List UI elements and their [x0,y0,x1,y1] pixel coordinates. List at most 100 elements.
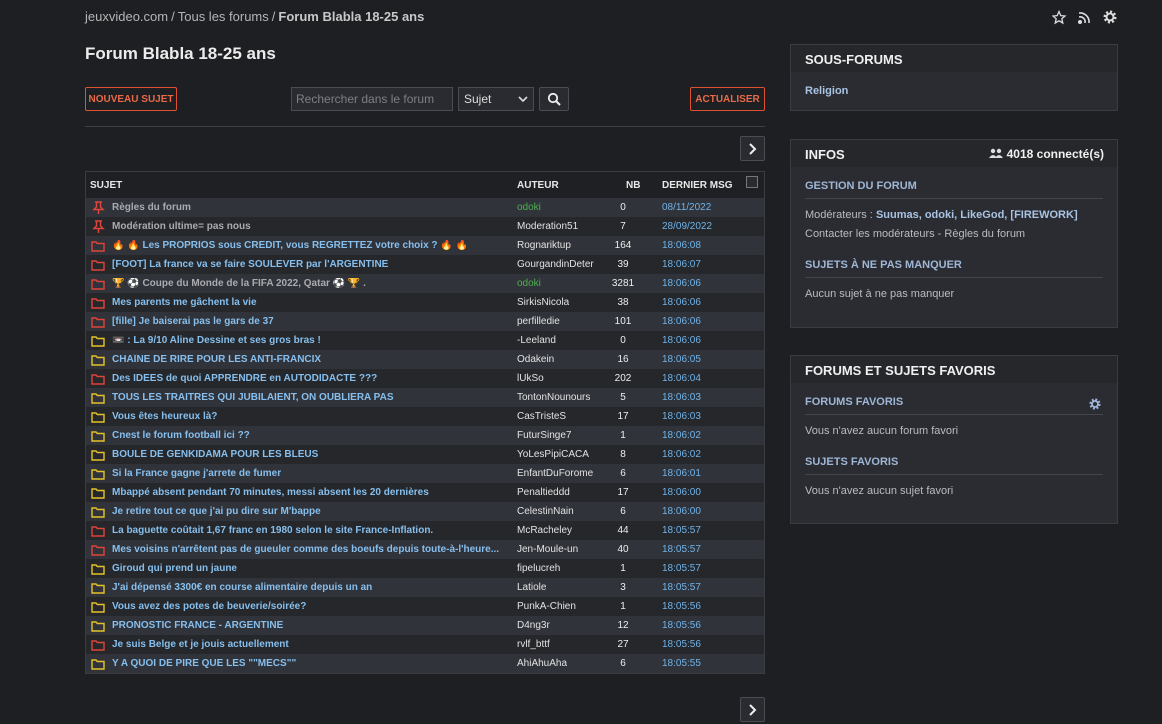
topic-author[interactable]: Penaltieddd [517,487,570,498]
topic-last[interactable]: 18:06:02 [662,449,701,460]
topic-subject[interactable]: Mes parents me gâchent la vie [112,297,257,308]
topic-last[interactable]: 18:05:56 [662,639,701,650]
topic-author[interactable]: Rognariktup [517,240,571,251]
topic-author[interactable]: lUkSo [517,373,544,384]
topic-subject[interactable]: [FOOT] La france va se faire SOULEVER pa… [112,259,389,270]
topic-last[interactable]: 18:06:00 [662,487,701,498]
topic-author[interactable]: -Leeland [517,335,556,346]
connected-count: 4018 connecté(s) [1006,147,1104,161]
topic-subject[interactable]: [fille] Je baiserai pas le gars de 37 [112,316,274,327]
topic-last[interactable]: 18:05:56 [662,620,701,631]
topic-subject[interactable]: Je suis Belge et je jouis actuellement [112,639,289,650]
refresh-button[interactable]: ACTUALISER [690,87,765,111]
topic-author[interactable]: YoLesPipiCACA [517,449,589,460]
topic-last[interactable]: 18:06:05 [662,354,701,365]
subforum-name[interactable]: Religion [805,85,849,97]
topic-last[interactable]: 18:06:02 [662,430,701,441]
settings-icon[interactable] [1089,398,1101,410]
topic-last[interactable]: 18:06:03 [662,411,701,422]
topic-last[interactable]: 28/09/2022 [662,221,713,232]
topic-subject[interactable]: CHAÎNE DE RIRE POUR LES ANTI-FRANCIX [112,354,322,365]
topic-author[interactable]: SirkisNicola [517,297,570,308]
topic-last[interactable]: 18:06:04 [662,373,701,384]
topic-author[interactable]: FuturSinge7 [517,430,572,441]
topic-last[interactable]: 18:06:01 [662,468,701,479]
topic-subject[interactable]: Mbappé absent pendant 70 minutes, messi … [112,487,429,498]
topic-author[interactable]: PunkA-Chien [517,601,576,612]
topic-subject[interactable]: 🏆 ⚽ Coupe du Monde de la FIFA 2022, Qata… [112,278,366,289]
topic-subject[interactable]: Modération ultime= pas nous [112,221,251,232]
topic-last[interactable]: 18:06:07 [662,259,701,270]
topic-author[interactable]: fipelucreh [517,563,561,574]
new-topic-button[interactable]: NOUVEAU SUJET [85,87,177,111]
topic-author[interactable]: Latiole [517,582,547,593]
topic-last[interactable]: 18:06:03 [662,392,701,403]
topic-author[interactable]: odoki [517,202,541,213]
next-page-button[interactable] [740,697,765,722]
arrow-icon [748,703,756,716]
topic-author[interactable]: Odakein [517,354,555,365]
topic-last[interactable]: 18:06:00 [662,506,701,517]
topic-last[interactable]: 18:06:06 [662,297,701,308]
topic-subject[interactable]: 🔥 🔥 Les PROPRIOS sous CREDIT, vous REGRE… [112,240,468,251]
topic-author[interactable]: perfilledie [517,316,560,327]
topic-author[interactable]: Moderation51 [517,221,579,232]
topic-author[interactable]: odoki [517,278,541,289]
topic-subject[interactable]: Vous avez des potes de beuverie/soirée? [112,601,307,612]
topic-subject[interactable]: Mes voisins n'arrêtent pas de gueuler co… [112,544,500,555]
topic-subject[interactable]: BOULE DE GENKIDAMA POUR LES BLEUS [112,449,319,460]
next-page-button[interactable] [740,136,765,161]
select-all-checkbox[interactable] [746,176,758,188]
search-input[interactable]: Rechercher dans le forum [291,87,453,111]
panel-title: INFOS [805,147,845,162]
topic-last[interactable]: 18:06:06 [662,278,701,289]
topic-subject[interactable]: Des IDEES de quoi APPRENDRE en AUTODIDAC… [112,373,378,384]
topic-subject[interactable]: J'ai dépensé 3300€ en course alimentaire… [112,582,373,593]
topic-last[interactable]: 18:05:55 [662,658,701,669]
topic-last[interactable]: 18:05:57 [662,582,701,593]
crumb-link[interactable]: jeuxvideo.com [85,9,169,24]
topic-author[interactable]: D4ng3r [517,620,550,631]
topic-author[interactable]: rvlf_bttf [517,639,550,650]
topic-subject[interactable]: Vous êtes heureux là? [112,411,218,422]
topic-last[interactable]: 18:05:56 [662,601,701,612]
topic-icon [91,507,105,518]
topic-count: 3 [620,582,626,593]
topic-row: Modération ultime= pas nous Moderation51 7… [86,217,764,236]
topic-last[interactable]: 18:05:57 [662,563,701,574]
topic-subject[interactable]: 📼 : La 9/10 Aline Dessine et ses gros br… [112,335,321,346]
favorite-icon[interactable] [1052,10,1067,25]
topic-last[interactable]: 18:05:57 [662,525,701,536]
subforum-link[interactable]: Religion [805,72,1103,97]
topic-author[interactable]: Jen-Moule-un [517,544,579,555]
topic-last[interactable]: 18:05:57 [662,544,701,555]
topic-author[interactable]: TontonNounours [517,392,591,403]
topic-last[interactable]: 18:06:08 [662,240,701,251]
topic-subject[interactable]: PRONOSTIC FRANCE - ARGENTINE [112,620,284,631]
topic-author[interactable]: AhiAhuAha [517,658,568,669]
rss-icon[interactable] [1077,12,1090,25]
search-scope[interactable]: Sujet [458,87,534,111]
search-button[interactable] [539,87,569,111]
topic-subject[interactable]: La baguette coûtait 1,67 franc en 1980 s… [112,525,434,536]
topic-last[interactable]: 18:06:06 [662,316,701,327]
topic-subject[interactable]: Cnest le forum football ici ?? [112,430,250,441]
topic-last[interactable]: 08/11/2022 [662,202,712,213]
topic-subject[interactable]: Règles du forum [112,202,191,213]
topic-last[interactable]: 18:06:06 [662,335,701,346]
topic-author[interactable]: EnfantDuForome [517,468,594,479]
contact-links[interactable]: Contacter les modérateurs - Règles du fo… [805,228,1026,240]
topic-author[interactable]: McRacheley [517,525,573,536]
topic-author[interactable]: GourgandinDeter [517,259,594,270]
topic-subject[interactable]: TOUS LES TRAITRES QUI JUBILAIENT, ON OUB… [112,392,394,403]
topic-subject[interactable]: Si la France gagne j'arrete de fumer [112,468,282,479]
crumb-link[interactable]: Tous les forums [177,9,269,24]
topic-author[interactable]: CasTristeS [517,411,567,422]
moderators-list[interactable]: Suumas, odoki, LikeGod, [FIREWORK] [875,209,1078,221]
topic-author[interactable]: CelestinNain [517,506,574,517]
topic-subject[interactable]: Giroud qui prend un jaune [112,563,237,574]
topic-row: J'ai dépensé 3300€ en course alimentaire… [86,578,764,597]
topic-subject[interactable]: Y A QUOI DE PIRE QUE LES ""MECS"" [112,658,297,669]
topic-subject[interactable]: Je retire tout ce que j'ai pu dire sur M… [112,506,321,517]
settings-icon[interactable] [1103,10,1117,24]
